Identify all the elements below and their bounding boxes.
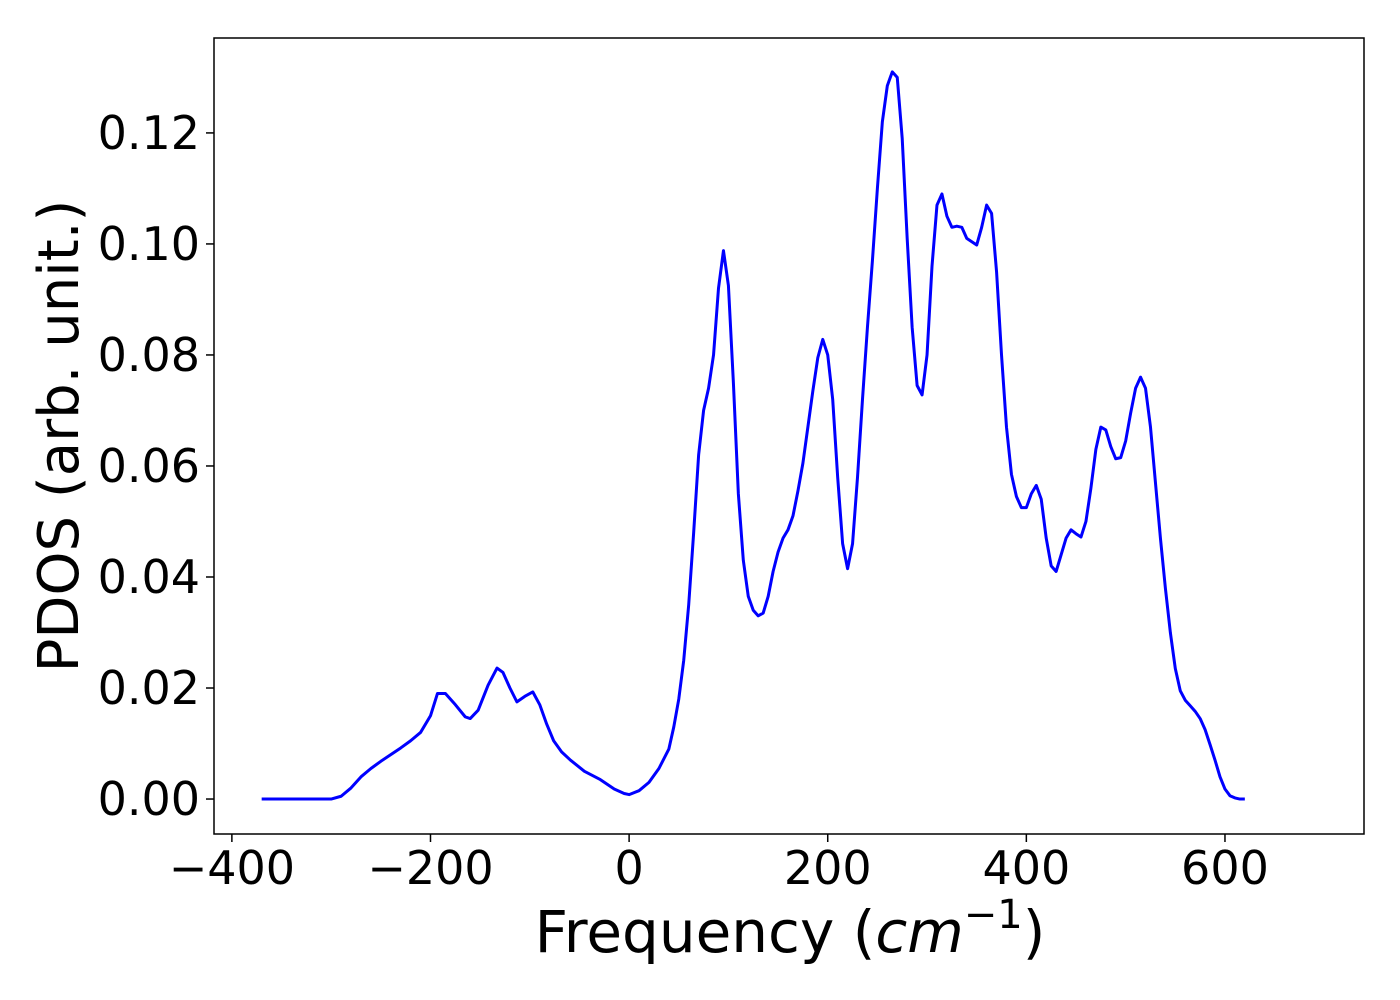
x-tick-label: 600	[1181, 841, 1269, 895]
x-label-part: cm	[875, 898, 963, 966]
y-tick-label: 0.00	[98, 772, 200, 826]
x-label-part: −1	[964, 892, 1023, 938]
y-tick-label: 0.02	[98, 661, 200, 715]
data-line	[261, 70, 1245, 801]
plot-frame	[213, 37, 1365, 835]
y-tick-label: 0.08	[98, 328, 200, 382]
y-tick-label: 0.10	[98, 217, 200, 271]
x-label-part: )	[1023, 898, 1046, 966]
y-tick-label: 0.04	[98, 550, 200, 604]
x-tick-label: −400	[169, 841, 295, 895]
x-tick-label: 200	[784, 841, 872, 895]
x-axis-label: Frequency (cm−1)	[535, 892, 1046, 966]
y-axis-label: PDOS (arb. unit.)	[27, 200, 92, 673]
y-tick-label: 0.12	[98, 106, 200, 160]
x-tick-label: −200	[367, 841, 493, 895]
x-tick-label: 0	[614, 841, 643, 895]
x-label-part: Frequency (	[535, 898, 876, 966]
x-tick-label: 400	[982, 841, 1070, 895]
y-tick-label: 0.06	[98, 439, 200, 493]
